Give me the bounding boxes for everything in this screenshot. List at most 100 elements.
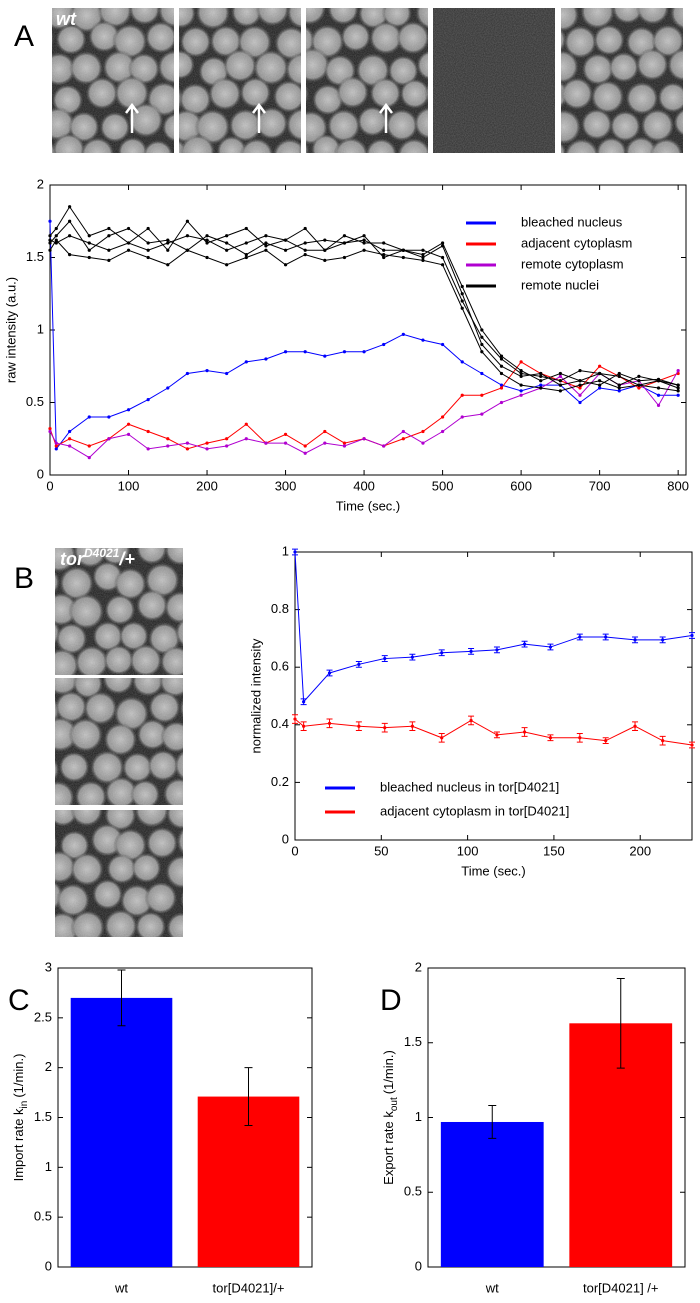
data-point: [68, 205, 72, 209]
data-point: [604, 635, 608, 639]
data-point: [519, 383, 523, 387]
data-point: [382, 253, 386, 257]
data-point: [480, 371, 484, 376]
series-line: [294, 718, 693, 746]
data-point: [146, 429, 150, 434]
data-point: [495, 733, 499, 737]
data-point: [401, 248, 405, 252]
legend-label: adjacent cytoplasm in tor[D4021]: [380, 803, 569, 818]
nucleus-blob: [125, 0, 158, 2]
x-axis-label: Time (sec.): [336, 498, 401, 513]
data-point: [87, 415, 91, 419]
y-axis-label: Import rate kin (1/min.): [11, 1054, 29, 1182]
data-point: [205, 234, 209, 238]
data-point: [166, 241, 170, 245]
nucleus-blob: [90, 941, 120, 971]
data-point: [633, 638, 637, 642]
y-tick-label: 0.5: [404, 1184, 422, 1199]
nucleus-blob: [249, 0, 282, 2]
data-point: [578, 400, 582, 405]
data-point: [440, 415, 445, 419]
data-point: [54, 226, 58, 231]
data-point: [362, 437, 366, 441]
series-line: [49, 235, 679, 386]
data-point: [166, 263, 170, 267]
data-point: [357, 662, 361, 666]
grain: [433, 8, 555, 153]
data-point: [604, 739, 608, 743]
nucleus-blob: [17, 779, 47, 809]
data-point: [205, 447, 209, 451]
data-point: [283, 350, 288, 354]
data-point: [303, 350, 307, 354]
y-axis-label-sub: out: [389, 1097, 400, 1111]
data-point: [264, 357, 268, 361]
nucleus-blob: [688, 0, 700, 1]
legend-label: remote cytoplasm: [521, 256, 624, 271]
bar: [440, 1121, 544, 1267]
data-point: [107, 248, 111, 252]
data-point: [617, 374, 621, 378]
data-point: [440, 342, 445, 347]
data-point: [460, 299, 464, 303]
nucleus-blob: [191, 800, 222, 831]
data-point: [637, 374, 641, 378]
data-point: [578, 379, 582, 383]
x-tick-label: 300: [275, 478, 297, 493]
y-tick-label: 1: [282, 543, 289, 558]
data-point: [362, 350, 366, 354]
data-point: [676, 393, 680, 397]
data-point: [87, 444, 91, 448]
y-axis-label-part: (1/min.): [11, 1054, 26, 1098]
nucleus-blob: [0, 765, 27, 799]
data-point: [107, 226, 111, 231]
nucleus-blob: [22, 0, 55, 2]
data-point: [539, 379, 543, 383]
data-point: [617, 371, 621, 376]
y-tick-label: 1: [37, 321, 44, 336]
data-point: [283, 263, 288, 267]
panel-label: B: [14, 562, 34, 595]
data-point: [303, 444, 307, 448]
nucleus-blob: [688, 25, 700, 57]
data-point: [303, 248, 307, 252]
data-point: [460, 284, 464, 289]
data-point: [146, 255, 150, 260]
data-point: [342, 444, 347, 448]
data-point: [244, 360, 248, 364]
nucleus-blob: [204, 678, 240, 714]
data-point: [107, 258, 111, 262]
data-point: [633, 724, 637, 728]
nucleus-blob: [190, 538, 222, 570]
data-point: [244, 226, 248, 231]
x-tick-label: 200: [629, 843, 651, 858]
nucleus-blob: [6, 109, 37, 140]
data-point: [225, 263, 229, 267]
data-point: [342, 441, 347, 445]
data-point: [54, 444, 58, 448]
data-point: [225, 437, 229, 441]
data-point: [598, 383, 602, 387]
nucleus-blob: [148, 0, 178, 1]
y-axis-label-part: (1/min.): [381, 1050, 396, 1094]
nucleus-blob: [278, 0, 311, 4]
series-line: [49, 361, 679, 450]
nucleus-blob: [86, 509, 119, 542]
data-point: [558, 389, 562, 393]
data-point: [401, 332, 405, 336]
data-point: [87, 234, 91, 238]
nucleus-blob: [178, 508, 211, 541]
data-point: [166, 437, 170, 441]
data-point: [185, 447, 190, 451]
data-point: [656, 386, 661, 390]
data-point: [302, 700, 306, 704]
x-tick-label: tor[D4021] /+: [583, 1280, 659, 1295]
nucleus-blob: [52, 0, 87, 3]
data-point: [68, 219, 72, 223]
data-point: [264, 241, 268, 245]
data-point: [342, 234, 347, 238]
data-point: [676, 386, 680, 390]
data-point: [107, 234, 111, 238]
series-line: [49, 221, 679, 451]
data-point: [205, 255, 209, 260]
